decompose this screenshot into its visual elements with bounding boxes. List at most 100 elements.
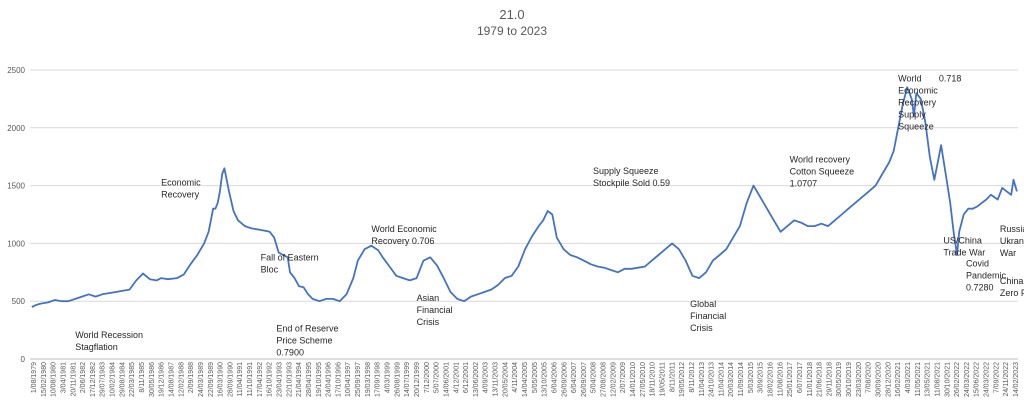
annotation-line: Financial bbox=[417, 305, 453, 315]
annotation-label: Fall of Eastern Bloc bbox=[261, 253, 319, 275]
x-tick-label: 16/02/2021 bbox=[895, 362, 902, 397]
x-tick-label: 16/03/1990 bbox=[218, 362, 225, 397]
x-tick-label: 11/04/1991 bbox=[237, 362, 244, 397]
x-tick-label: 13/06/2002 bbox=[473, 362, 480, 397]
x-tick-label: 12/02/1988 bbox=[178, 362, 185, 397]
x-tick-label: 4/03/1999 bbox=[385, 362, 392, 393]
x-tick-label: 11/04/2013 bbox=[699, 362, 706, 397]
x-tick-label: 7/12/2000 bbox=[424, 362, 431, 393]
x-tick-label: 30/10/2021 bbox=[944, 362, 951, 397]
x-tick-label: 14/06/2001 bbox=[443, 362, 450, 397]
annotation-label: US/China Trade War bbox=[943, 235, 985, 257]
annotation-label: World Economic Recovery 0.706 bbox=[371, 224, 437, 246]
annotation-line: Bloc bbox=[261, 265, 279, 275]
y-tick-label: 0 bbox=[21, 355, 26, 364]
x-tick-label: 13/10/2005 bbox=[542, 362, 549, 397]
x-tick-label: 8/11/2011 bbox=[669, 362, 676, 392]
x-tick-label: 5/03/2015 bbox=[748, 362, 755, 393]
x-tick-label: 4/03/2021 bbox=[905, 362, 912, 393]
x-tick-label: 22/10/1993 bbox=[286, 362, 293, 397]
annotation-label: World Recession Stagflation bbox=[75, 330, 143, 352]
x-tick-label: 20/03/2014 bbox=[728, 362, 735, 397]
x-tick-label: 14/07/1999 bbox=[404, 362, 411, 397]
x-tick-label: 15/06/2022 bbox=[974, 362, 981, 397]
x-tick-label: 14/02/2023 bbox=[1013, 362, 1020, 397]
annotation-line: Global bbox=[690, 299, 716, 309]
x-tick-label: 11/09/2014 bbox=[738, 362, 745, 397]
annotation-label: Supply Squeeze Stockpile Sold 0.59 bbox=[593, 166, 670, 188]
annotation-label: End of Reserve Price Scheme 0.7900 bbox=[276, 323, 338, 357]
annotation-line: Covid bbox=[966, 259, 989, 269]
x-tick-label: 30/05/2019 bbox=[836, 362, 843, 397]
x-tick-label: 24/04/1996 bbox=[326, 362, 333, 397]
x-tick-label: 30/05/1986 bbox=[149, 362, 156, 397]
x-tick-label: 11/05/2021 bbox=[915, 362, 922, 397]
x-tick-label: 10/08/1980 bbox=[51, 362, 58, 397]
x-tick-label: 4/12/2001 bbox=[453, 362, 460, 393]
annotation-line: Crisis bbox=[690, 323, 713, 333]
annotation-line: Asian bbox=[417, 293, 440, 303]
x-tick-label: 13/11/2003 bbox=[493, 362, 500, 397]
x-tick-label: 10/02/1984 bbox=[110, 362, 117, 397]
x-tick-label: 28/12/2020 bbox=[885, 362, 892, 397]
x-tick-label: 11/08/2021 bbox=[934, 362, 941, 397]
x-tick-label: 14/08/1987 bbox=[168, 362, 175, 397]
x-tick-label: 26/02/2022 bbox=[954, 362, 961, 397]
x-tick-label: 24/03/2022 bbox=[964, 362, 971, 397]
annotation-label: Asian Financial Crisis bbox=[417, 293, 453, 327]
x-tick-label: 21/04/1994 bbox=[296, 362, 303, 397]
x-tick-label: 2/09/1988 bbox=[188, 362, 195, 393]
x-tick-label: 29/07/1983 bbox=[100, 362, 107, 397]
x-tick-label: 4/11/2004 bbox=[512, 362, 519, 393]
annotation-line: Financial bbox=[690, 311, 726, 321]
annotation-label: Economic Recovery bbox=[161, 178, 201, 200]
x-tick-label: 19/05/2011 bbox=[659, 362, 666, 397]
annotation-line: End of Reserve bbox=[276, 323, 338, 333]
annotation-line: World bbox=[898, 74, 921, 84]
x-tick-label: 14/01/2010 bbox=[630, 362, 637, 397]
x-tick-label: 27/05/2010 bbox=[640, 362, 647, 397]
x-tick-label: 18/02/2016 bbox=[768, 362, 775, 397]
x-tick-label: 5/05/2005 bbox=[532, 362, 539, 393]
x-tick-label: 18/11/2010 bbox=[650, 362, 657, 397]
annotation-line: War bbox=[1000, 248, 1016, 258]
annotation-line: Trade War bbox=[943, 247, 985, 257]
x-tick-label: 5/07/2000 bbox=[434, 362, 441, 393]
annotation-line: Recovery bbox=[898, 98, 937, 108]
x-tick-label: 20/11/1981 bbox=[70, 362, 77, 397]
x-tick-label: 2/07/2009 bbox=[620, 362, 627, 393]
x-tick-label: 17/10/1996 bbox=[335, 362, 342, 397]
x-tick-label: 15/02/1980 bbox=[41, 362, 48, 397]
x-tick-label: 19/12/1986 bbox=[159, 362, 166, 397]
x-tick-label: 1/08/1979 bbox=[31, 362, 38, 393]
x-tick-label: 17/12/1982 bbox=[90, 362, 97, 397]
x-tick-label: 23/04/1993 bbox=[277, 362, 284, 397]
y-tick-label: 2500 bbox=[7, 66, 25, 75]
x-tick-label: 11/10/1991 bbox=[247, 362, 254, 397]
annotation-line: Zero Policy bbox=[1000, 288, 1024, 298]
annotation-line: 0.7900 bbox=[276, 347, 304, 357]
annotation-line: Economic bbox=[898, 86, 938, 96]
annotation-line: Ukrane bbox=[1000, 236, 1024, 246]
annotation-label: World Economic Recovery Supply Squeeze bbox=[898, 74, 938, 132]
x-tick-label: 14/04/2005 bbox=[522, 362, 529, 397]
annotation-line: Squeeze bbox=[898, 122, 934, 132]
x-tick-label: 22/09/1989 bbox=[208, 362, 215, 397]
y-tick-label: 1500 bbox=[7, 182, 25, 191]
x-tick-label: 20/12/1999 bbox=[414, 362, 421, 397]
x-tick-label: 6/07/2017 bbox=[797, 362, 804, 393]
x-tick-label: 25/09/1997 bbox=[355, 362, 362, 397]
annotation-label: Russia Ukrane War bbox=[1000, 224, 1024, 258]
x-tick-label: 17/09/1998 bbox=[375, 362, 382, 397]
annotation-line: Economic bbox=[161, 178, 201, 188]
annotation-label: Covid Pandemic 0.7280 bbox=[966, 259, 1007, 293]
annotation-label: 0.718 bbox=[939, 74, 962, 84]
x-tick-label: 29/11/2018 bbox=[826, 362, 833, 397]
x-tick-label: 16/10/1992 bbox=[267, 362, 274, 397]
x-tick-label: 19/03/1998 bbox=[365, 362, 372, 397]
x-tick-label: 5/04/2008 bbox=[591, 362, 598, 393]
y-axis-ticks: 0 500 1000 1500 2000 2500 bbox=[7, 66, 25, 364]
x-tick-label: 6/12/2001 bbox=[463, 362, 470, 393]
x-tick-label: 6/04/2007 bbox=[571, 362, 578, 393]
annotation-line: Fall of Eastern bbox=[261, 253, 319, 263]
